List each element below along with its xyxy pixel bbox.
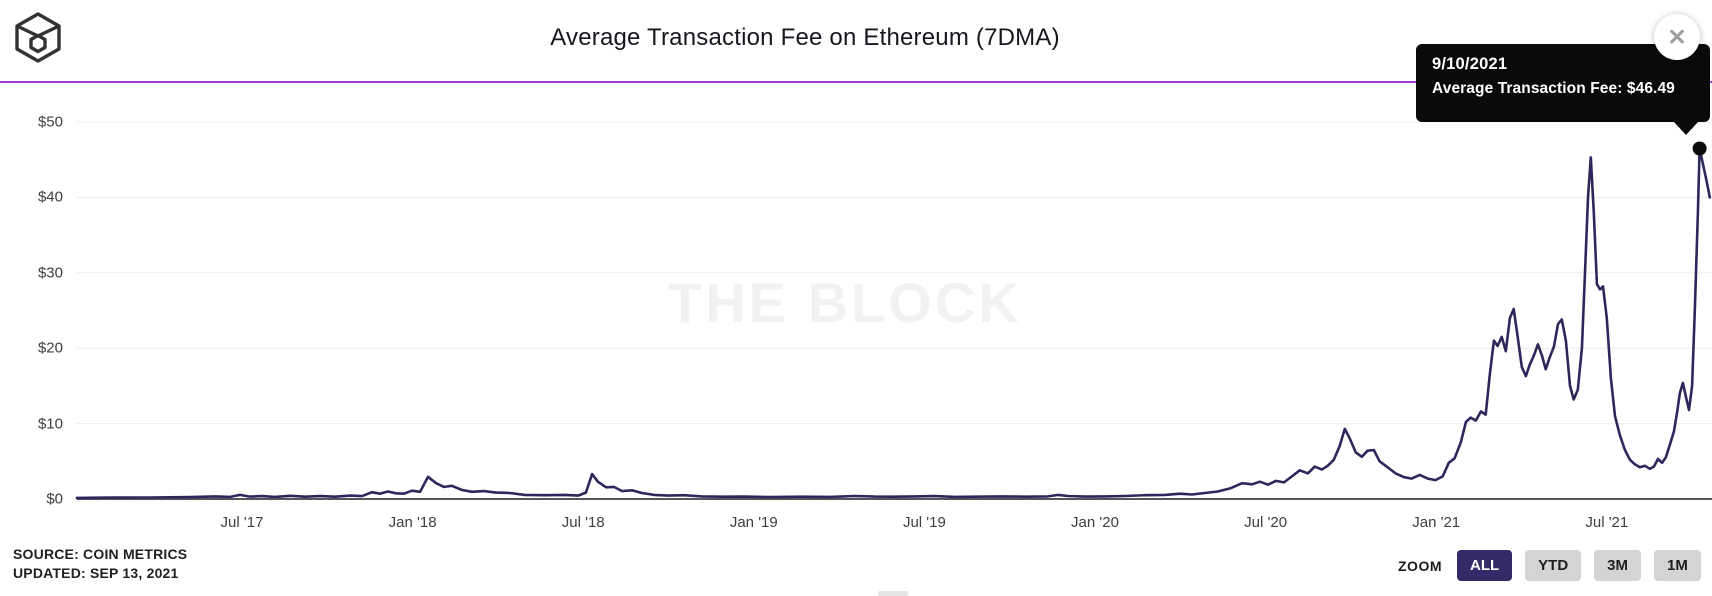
tooltip: 9/10/2021 Average Transaction Fee: $46.4… — [1416, 44, 1710, 135]
x-tick-label: Jan '18 — [388, 514, 437, 531]
the-block-logo[interactable] — [12, 11, 64, 64]
accent-divider — [0, 81, 1712, 83]
zoom-control: ZOOM ALL YTD 3M 1M — [1398, 550, 1701, 581]
bottom-scroll-indicator — [878, 591, 908, 596]
zoom-button-all[interactable]: ALL — [1457, 550, 1513, 581]
x-tick-label: Jan '19 — [729, 514, 778, 531]
x-tick-label: Jul '18 — [561, 514, 605, 531]
x-tick-label: Jul '19 — [902, 514, 946, 531]
x-tick-label: Jan '21 — [1412, 514, 1461, 531]
zoom-button-3m[interactable]: 3M — [1594, 550, 1642, 581]
source-line: SOURCE: COIN METRICS — [13, 546, 188, 562]
x-tick-label: Jan '20 — [1071, 514, 1119, 531]
close-button[interactable]: ✕ — [1654, 14, 1700, 60]
y-tick-label: $30 — [37, 264, 63, 282]
zoom-buttons: ALL YTD 3M 1M — [1457, 550, 1701, 581]
tooltip-fee-value: Average Transaction Fee: $46.49 — [1432, 80, 1675, 97]
tooltip-date: 9/10/2021 — [1432, 55, 1508, 73]
x-tick-label: Jul '20 — [1244, 514, 1288, 531]
x-tick-label: Jul '17 — [220, 514, 264, 531]
zoom-button-ytd[interactable]: YTD — [1525, 550, 1582, 581]
x-tick-label: Jul '21 — [1585, 514, 1629, 531]
zoom-label: ZOOM — [1398, 557, 1442, 574]
zoom-button-1m[interactable]: 1M — [1654, 550, 1701, 581]
highlighted-data-point[interactable] — [1692, 141, 1707, 156]
close-icon: ✕ — [1667, 23, 1687, 50]
gridlines — [77, 121, 1712, 425]
source-attribution: SOURCE: COIN METRICS UPDATED: SEP 13, 20… — [13, 545, 187, 583]
fee-line-series — [75, 147, 1712, 500]
y-tick-label: $20 — [37, 339, 63, 357]
tooltip-pointer — [1674, 122, 1698, 135]
chart-title: Average Transaction Fee on Ethereum (7DM… — [550, 24, 1060, 51]
watermark: THE BLOCK — [668, 271, 1022, 334]
y-tick-label: $10 — [37, 415, 63, 433]
updated-line: UPDATED: SEP 13, 2021 — [13, 565, 179, 581]
y-tick-label: $0 — [46, 490, 63, 508]
y-tick-label: $50 — [37, 113, 63, 131]
y-tick-label: $40 — [37, 188, 63, 206]
